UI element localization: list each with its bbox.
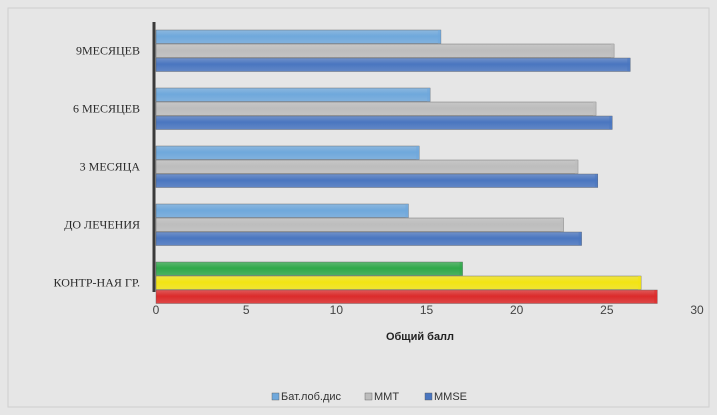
category-labels: 9МЕСЯЦЕВ 6 МЕСЯЦЕВ 3 МЕСЯЦА ДО ЛЕЧЕНИЯ КОНТР… <box>54 43 141 289</box>
category-label: 9МЕСЯЦЕВ <box>76 43 140 57</box>
x-tick-labels: 0 5 10 15 20 25 30 <box>153 303 704 317</box>
x-axis-title: Общий балл <box>386 331 454 343</box>
bar-cap-2-2 <box>594 174 598 188</box>
bar-cap-1-0 <box>611 44 615 58</box>
bar-0-3 <box>155 203 409 218</box>
bars-layer <box>155 29 658 304</box>
x-tick-label: 30 <box>690 303 704 317</box>
bar-1-2 <box>155 159 579 174</box>
bar-cap-0-2 <box>416 146 420 160</box>
category-label: 6 МЕСЯЦЕВ <box>73 101 140 115</box>
bar-cap-0-3 <box>405 204 409 218</box>
bar-0-2 <box>155 145 420 160</box>
bar-0-0 <box>155 29 442 44</box>
bar-1-4 <box>155 275 642 290</box>
bar-cap-2-4 <box>654 290 658 304</box>
bar-1-0 <box>155 43 615 58</box>
bar-2-3 <box>155 231 582 246</box>
bar-cap-2-3 <box>578 232 582 246</box>
bar-cap-1-4 <box>638 276 642 290</box>
legend-label: MMT <box>374 391 399 403</box>
legend: Бат.лоб.дис MMT MMSE <box>271 391 467 403</box>
category-label: ДО ЛЕЧЕНИЯ <box>64 217 140 231</box>
x-tick-label: 20 <box>510 303 524 317</box>
bar-2-2 <box>155 173 599 188</box>
bar-0-4 <box>155 261 463 276</box>
bar-2-0 <box>155 57 631 72</box>
x-tick-label: 15 <box>420 303 434 317</box>
bar-1-3 <box>155 217 564 232</box>
x-tick-label: 5 <box>243 303 250 317</box>
legend-swatch <box>424 392 433 401</box>
x-tick-label: 10 <box>330 303 344 317</box>
bar-cap-1-3 <box>560 218 564 232</box>
bar-cap-1-1 <box>593 102 597 116</box>
bar-0-1 <box>155 87 431 102</box>
bar-cap-2-0 <box>627 58 631 72</box>
legend-label: MMSE <box>434 391 467 403</box>
bar-1-1 <box>155 101 597 116</box>
category-label: 3 МЕСЯЦА <box>80 159 141 173</box>
legend-swatch <box>364 392 373 401</box>
bar-cap-2-1 <box>609 116 613 130</box>
bar-cap-0-1 <box>427 88 431 102</box>
legend-label: Бат.лоб.дис <box>281 391 342 403</box>
chart-border <box>7 7 710 408</box>
bar-cap-0-4 <box>459 262 463 276</box>
bar-2-4 <box>155 289 658 304</box>
bar-cap-1-2 <box>574 160 578 174</box>
legend-swatch <box>271 392 280 401</box>
bar-cap-0-0 <box>437 30 441 44</box>
x-tick-label: 25 <box>600 303 614 317</box>
bar-2-1 <box>155 115 613 130</box>
x-tick-label: 0 <box>153 303 160 317</box>
category-label: КОНТР-НАЯ ГР. <box>54 275 140 289</box>
